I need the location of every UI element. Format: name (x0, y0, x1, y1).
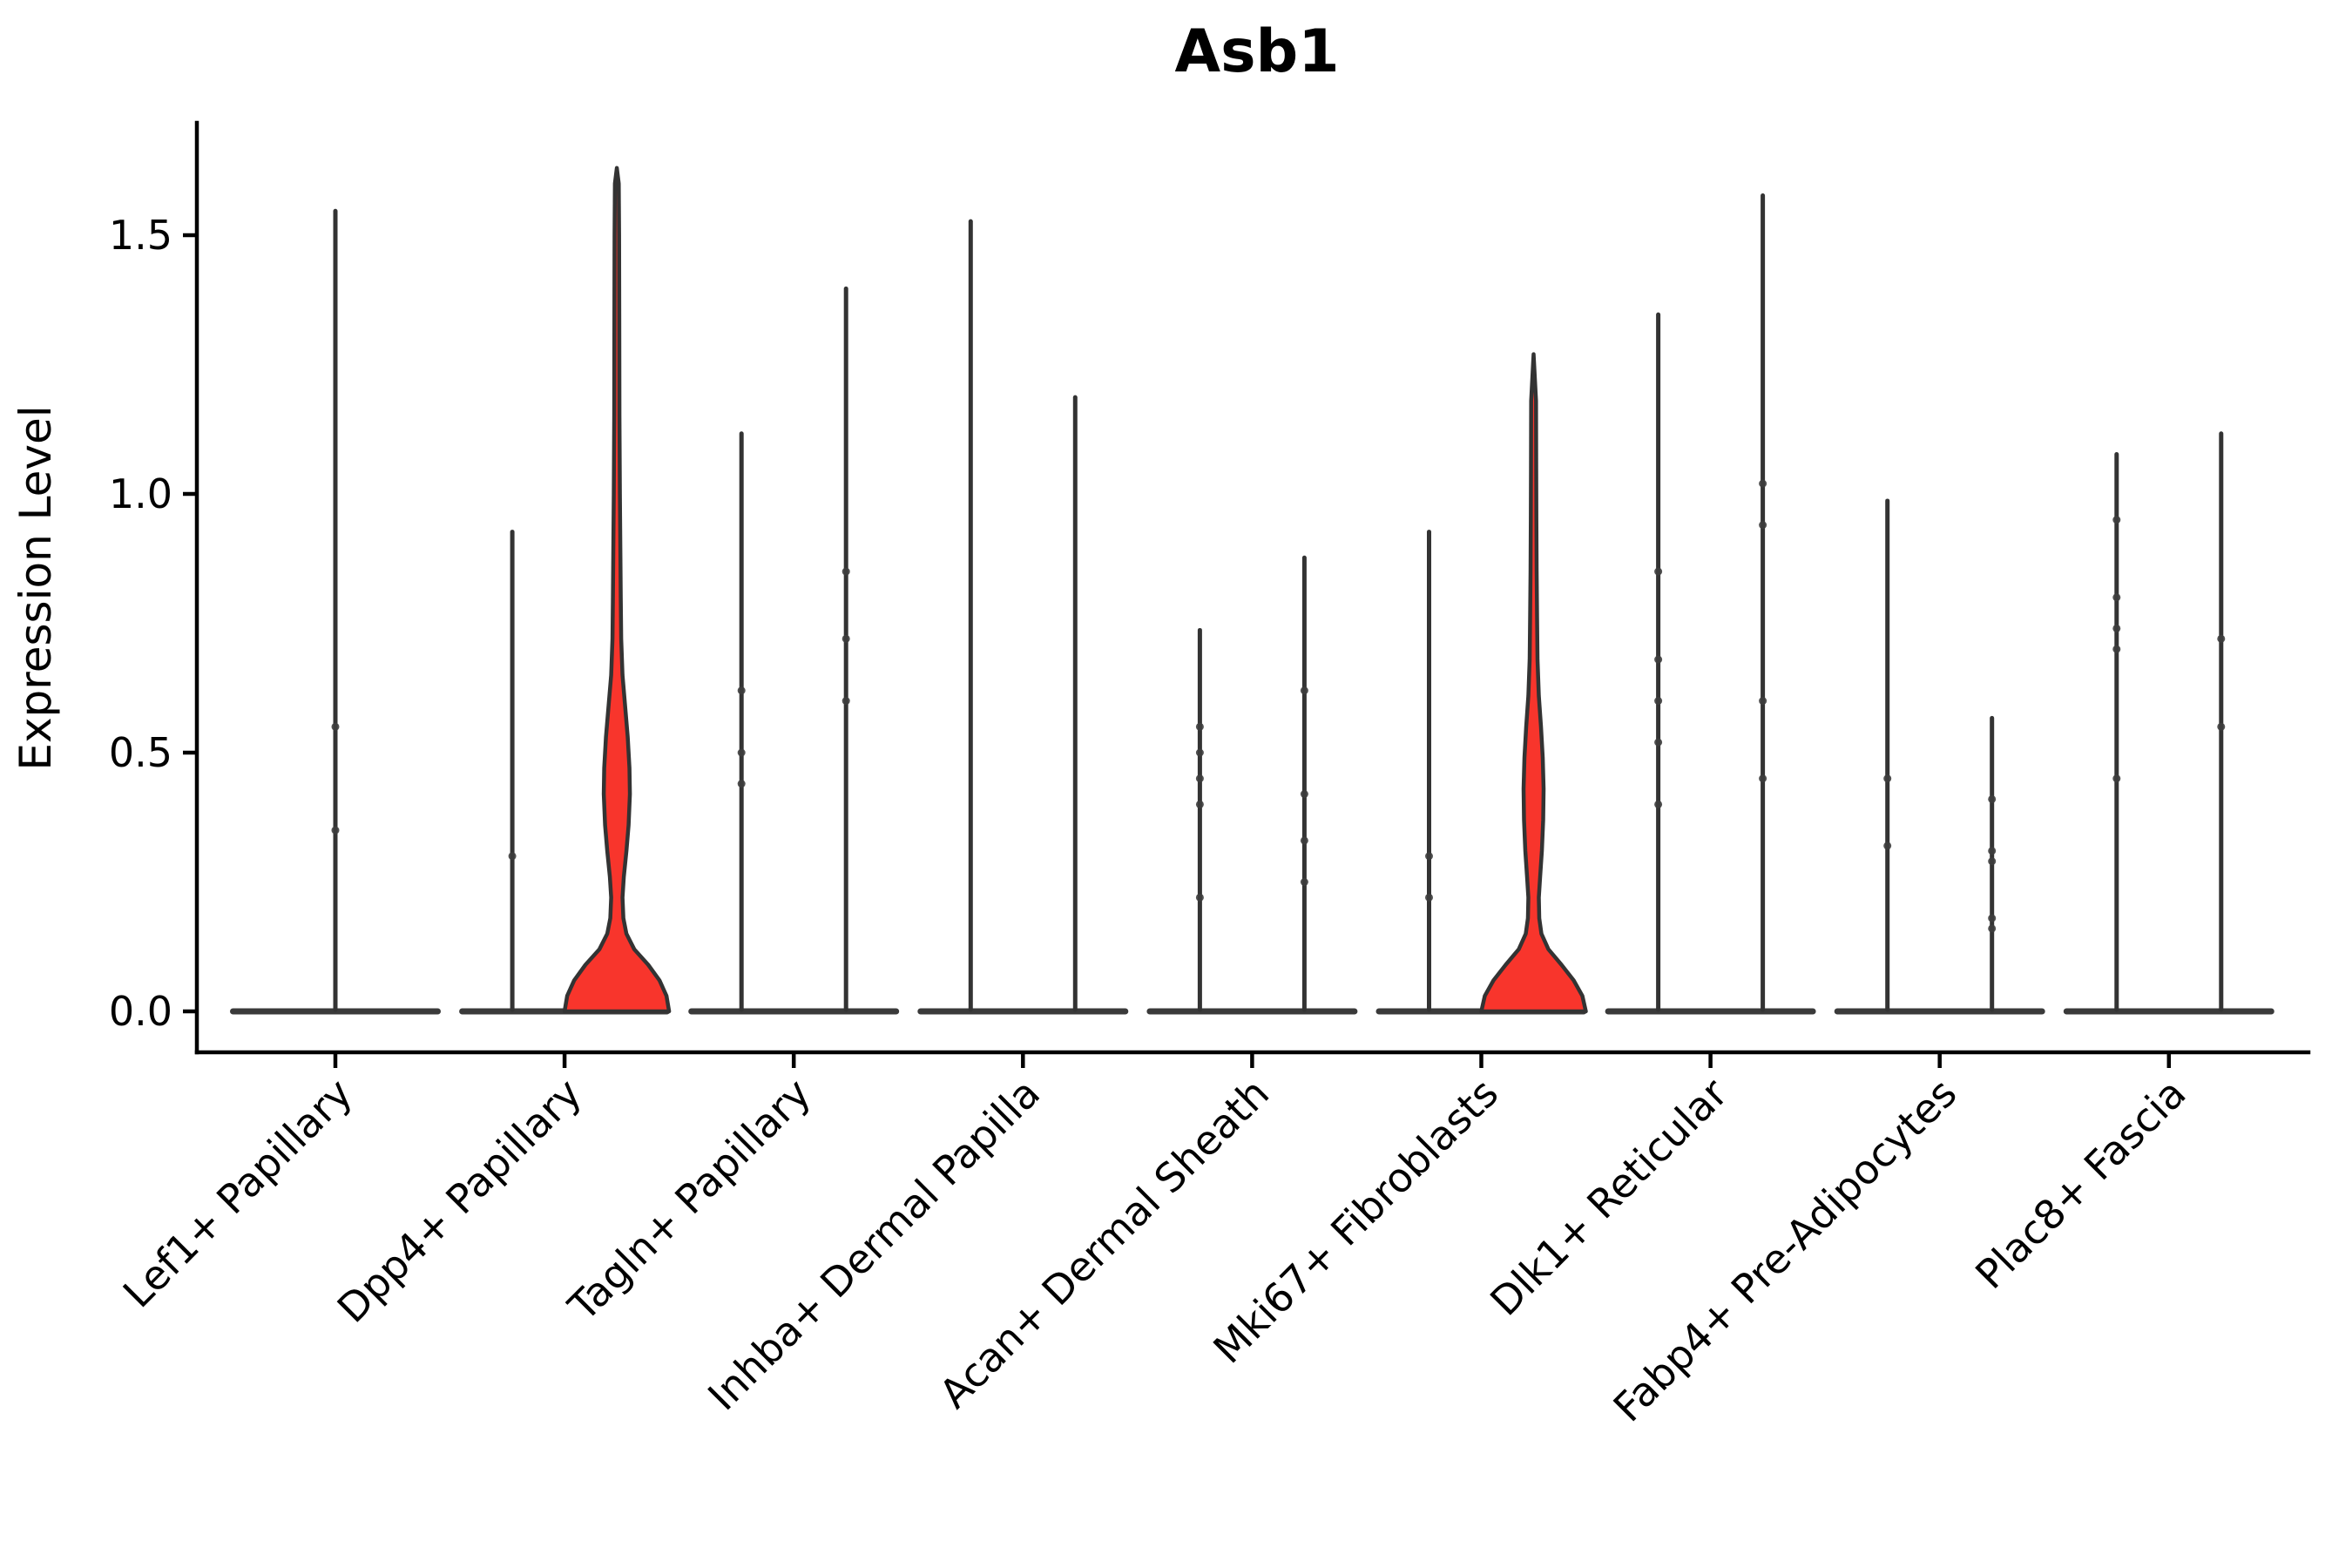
jitter-point (1759, 521, 1767, 530)
jitter-point (2217, 722, 2226, 731)
jitter-point (1759, 479, 1767, 488)
jitter-point (1988, 914, 1997, 923)
jitter-point (1654, 738, 1663, 747)
jitter-point (2112, 516, 2121, 524)
jitter-point (508, 852, 517, 861)
plot-title: Asb1 (1174, 17, 1339, 86)
jitter-point (1883, 841, 1892, 850)
axes-layer: 0.0 0.5 1.0 1.5 (109, 120, 2311, 1068)
jitter-point (1195, 722, 1204, 731)
jitter-point (1425, 893, 1433, 902)
jitter-point (1300, 878, 1308, 886)
jitter-point (2217, 634, 2226, 643)
jitter-point (2112, 593, 2121, 602)
jitter-point (1759, 774, 1767, 783)
jitter-point (2112, 774, 2121, 783)
jitter-point (1654, 655, 1663, 664)
jitter-point (1654, 697, 1663, 706)
y-tick-label: 0.0 (109, 988, 172, 1035)
violin-base (688, 1008, 900, 1015)
jitter-point (2112, 645, 2121, 653)
jitter-point (1988, 924, 1997, 933)
y-axis-label: Expression Level (10, 405, 61, 770)
jitter-point (331, 826, 340, 835)
jitter-point (737, 686, 746, 695)
jitter-point (1883, 774, 1892, 783)
jitter-point (1300, 836, 1308, 845)
x-tick-label: Plac8+ Fascia (1966, 1070, 2194, 1298)
jitter-point (1654, 567, 1663, 576)
jitter-point (1759, 697, 1767, 706)
jitter-point (1195, 748, 1204, 757)
jitter-point (737, 748, 746, 757)
jitter-point (841, 634, 850, 643)
jitter-point (1195, 800, 1204, 808)
violin-base (2063, 1008, 2274, 1015)
violin-base (917, 1008, 1129, 1015)
y-tick-label: 1.0 (109, 470, 172, 517)
violin-filled (562, 166, 672, 1014)
violin-filled (1479, 352, 1588, 1014)
jitter-point (1300, 686, 1308, 695)
jitter-point (1988, 857, 1997, 866)
jitter-point (2112, 624, 2121, 632)
jitter-point (841, 697, 850, 706)
jitter-point (737, 780, 746, 788)
jitter-point (1195, 774, 1204, 783)
jitter-point (841, 567, 850, 576)
y-tick-label: 1.5 (109, 212, 172, 259)
violin-base (1146, 1008, 1358, 1015)
x-tick-label: Dlk1+ Reticular (1481, 1070, 1736, 1325)
violin-base (1605, 1008, 1816, 1015)
x-tick-label: Tagln+ Papillary (558, 1070, 820, 1331)
jitter-point (1195, 893, 1204, 902)
violin-base (1834, 1008, 2045, 1015)
x-tick-label: Lef1+ Papillary (114, 1070, 362, 1317)
jitter-point (1300, 790, 1308, 799)
jitter-point (1988, 847, 1997, 855)
y-tick-label: 0.5 (109, 729, 172, 776)
jitter-point (1425, 852, 1433, 861)
jitter-point (331, 722, 340, 731)
jitter-point (1654, 800, 1663, 808)
x-tick-label: Dpp4+ Papillary (328, 1070, 591, 1332)
jitter-point (1988, 794, 1997, 803)
violins-layer (230, 166, 2274, 1015)
